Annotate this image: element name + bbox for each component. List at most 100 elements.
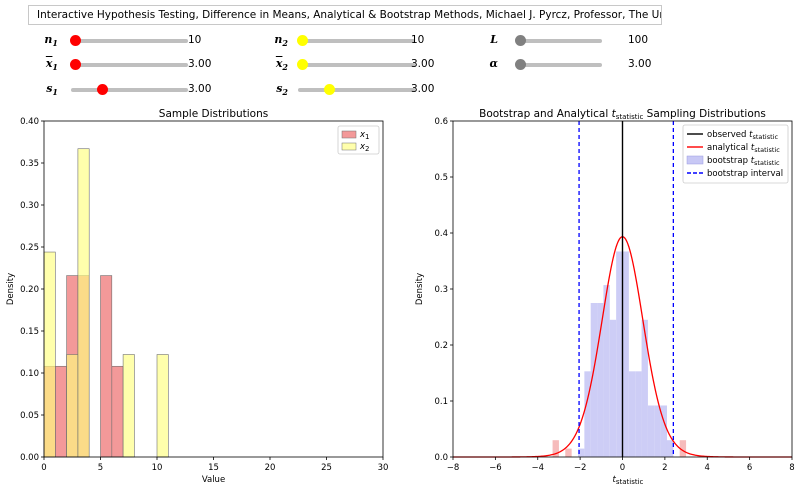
slider-label-s1: s1 xyxy=(46,82,58,98)
slider-label-alpha: α xyxy=(489,57,498,70)
y-axis-label: Density xyxy=(6,273,16,305)
bootstrap-bar xyxy=(590,303,598,457)
x-tick-label: 0 xyxy=(41,463,46,473)
y-tick-label: 0.20 xyxy=(20,285,39,295)
bootstrap-bar xyxy=(609,319,617,457)
y-tick-label: 0.1 xyxy=(434,397,448,407)
slider-handle[interactable] xyxy=(515,35,526,46)
legend-entry: bootstrap interval xyxy=(707,169,783,179)
bootstrap-bar xyxy=(565,448,572,457)
x-tick-label: 25 xyxy=(321,463,332,473)
y-axis-label: Density xyxy=(415,273,425,305)
slider-value-alpha: 3.00 xyxy=(628,58,652,70)
slider-n2: n2 10 xyxy=(258,33,451,49)
x-tick-label: 8 xyxy=(789,463,794,473)
slider-handle[interactable] xyxy=(324,84,336,95)
slider-value-n1: 10 xyxy=(188,34,202,46)
slider-handle[interactable] xyxy=(297,35,308,46)
bootstrap-bar xyxy=(641,319,648,457)
slider-x1: x1 3.00 xyxy=(28,57,228,73)
y-tick-label: 0.05 xyxy=(20,411,39,421)
legend-entry: x2 xyxy=(359,142,370,153)
y-tick-label: 0.40 xyxy=(20,117,39,127)
plot-frame xyxy=(43,120,384,458)
histogram-bar-x1 xyxy=(54,365,67,458)
y-tick-label: 0.25 xyxy=(20,243,39,253)
x-axis-label: Value xyxy=(202,475,225,485)
y-tick-label: 0.5 xyxy=(434,173,448,183)
slider-handle[interactable] xyxy=(70,59,81,70)
bootstrap-bar xyxy=(635,371,642,457)
histogram-bar-x2 xyxy=(43,251,56,458)
legend-swatch xyxy=(686,155,704,165)
histogram-bar-x1 xyxy=(100,275,113,458)
slider-label-x1: x1 xyxy=(45,57,58,73)
slider-handle[interactable] xyxy=(297,59,308,70)
slider-track[interactable] xyxy=(298,88,415,92)
bootstrap-bar xyxy=(647,405,655,457)
slider-label-x2: x2 xyxy=(275,57,288,73)
slider-track[interactable] xyxy=(71,39,188,43)
slider-label-L: L xyxy=(490,33,498,46)
slider-handle[interactable] xyxy=(70,35,81,46)
slider-track[interactable] xyxy=(71,63,188,67)
bootstrap-bar xyxy=(679,440,687,457)
slider-label-s2: s2 xyxy=(276,82,288,98)
y-tick-label: 0.00 xyxy=(20,453,39,463)
bootstrap-bar xyxy=(660,405,667,457)
slider-handle[interactable] xyxy=(97,84,109,95)
slider-s2: s2 3.00 xyxy=(258,82,451,98)
x-tick-label: −4 xyxy=(531,463,544,473)
y-tick-label: 0.10 xyxy=(20,369,39,379)
x-tick-label: 2 xyxy=(662,463,667,473)
y-tick-label: 0.15 xyxy=(20,327,39,337)
slider-L: L 100 xyxy=(468,33,668,49)
slider-track[interactable] xyxy=(298,39,415,43)
y-tick-label: 0.6 xyxy=(434,117,448,127)
x-tick-label: −8 xyxy=(447,463,460,473)
sample-distributions-chart: Sample Distributions 0 5 10 15 20 25 30 0.00 0.05… xyxy=(6,108,389,485)
bootstrap-bar xyxy=(654,405,661,457)
x-axis-label: tstatistic xyxy=(613,475,644,486)
x-tick-label: 4 xyxy=(705,463,710,473)
y-tick-label: 0.0 xyxy=(434,453,448,463)
slider-value-L: 100 xyxy=(628,34,649,46)
slider-track[interactable] xyxy=(298,63,415,67)
bootstrap-bar xyxy=(584,371,591,457)
slider-value-s1: 3.00 xyxy=(188,83,212,95)
slider-value-s2: 3.00 xyxy=(411,83,435,95)
slider-track[interactable] xyxy=(516,39,602,43)
slider-alpha: α 3.00 xyxy=(468,57,668,73)
slider-value-x1: 3.00 xyxy=(188,58,212,70)
slider-s1: s1 3.00 xyxy=(28,82,228,98)
bootstrap-bar xyxy=(622,251,629,457)
y-tick-label: 0.3 xyxy=(434,285,448,295)
slider-track[interactable] xyxy=(516,63,602,67)
bootstrap-bar xyxy=(552,440,559,457)
chart-title: Bootstrap and Analytical tstatistic Samp… xyxy=(479,108,766,121)
bootstrap-bar xyxy=(603,285,610,457)
x-tick-label: −2 xyxy=(574,463,587,473)
slider-track[interactable] xyxy=(71,88,188,92)
slider-value-x2: 3.00 xyxy=(411,58,435,70)
legend-entry: observed tstatistic xyxy=(707,130,778,141)
y-tick-label: 0.4 xyxy=(434,229,448,239)
histogram-bar-x2 xyxy=(66,354,79,458)
slider-label-n1: n1 xyxy=(44,33,58,49)
legend-swatch xyxy=(341,130,357,139)
app-title: Interactive Hypothesis Testing, Differen… xyxy=(28,5,662,25)
y-tick-label: 0.2 xyxy=(434,341,448,351)
histogram-bar-x1 xyxy=(111,365,124,458)
legend-entry: bootstrap tstatistic xyxy=(707,156,780,167)
x-tick-label: 30 xyxy=(378,463,389,473)
histogram-bar-x2 xyxy=(156,354,169,458)
legend xyxy=(682,124,789,184)
bootstrap-bar xyxy=(578,448,585,457)
bootstrap-bar xyxy=(666,440,674,457)
slider-handle[interactable] xyxy=(515,59,526,70)
x-tick-label: 0 xyxy=(620,463,625,473)
slider-n1: n1 10 xyxy=(28,33,228,49)
legend-entry: analytical tstatistic xyxy=(707,143,780,154)
legend-entry: x1 xyxy=(359,130,370,141)
bootstrap-t-chart: Bootstrap and Analytical tstatistic Samp… xyxy=(415,108,795,486)
